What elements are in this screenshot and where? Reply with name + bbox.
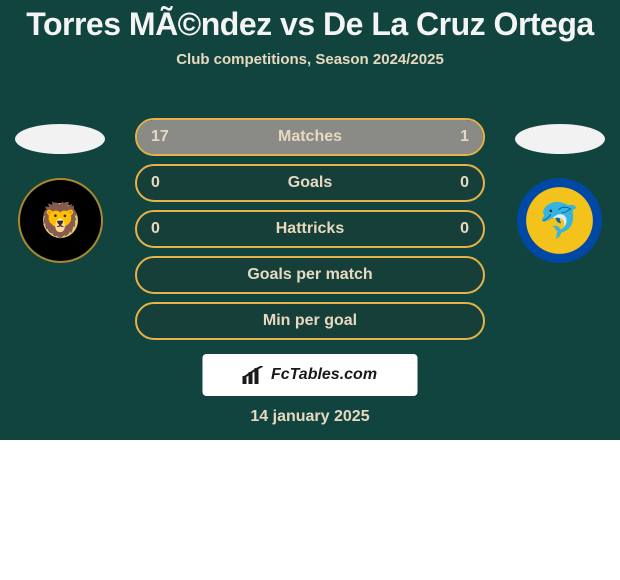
stat-right-value: 1 — [460, 128, 469, 146]
brand-logo: FcTables.com — [203, 354, 418, 396]
left-player-photo — [15, 124, 105, 154]
stat-right-value: 0 — [460, 174, 469, 192]
comparison-card: Torres MÃ©ndez vs De La Cruz Ortega Club… — [0, 0, 620, 440]
stat-label: Matches — [278, 128, 342, 146]
brand-text: FcTables.com — [271, 366, 377, 384]
stat-left-value: 0 — [151, 220, 160, 238]
stat-row: 17 1 Matches — [135, 118, 485, 156]
date-label: 14 january 2025 — [0, 408, 620, 426]
stat-right-value: 0 — [460, 220, 469, 238]
stat-row: Min per goal — [135, 302, 485, 340]
stat-label: Min per goal — [263, 312, 357, 330]
stat-label: Goals per match — [247, 266, 372, 284]
stat-row: Goals per match — [135, 256, 485, 294]
right-player-photo — [515, 124, 605, 154]
stat-label: Goals — [288, 174, 332, 192]
page-title: Torres MÃ©ndez vs De La Cruz Ortega — [0, 0, 620, 43]
stat-label: Hattricks — [276, 220, 344, 238]
stat-row: 0 0 Hattricks — [135, 210, 485, 248]
subtitle: Club competitions, Season 2024/2025 — [0, 51, 620, 68]
stat-left-value: 17 — [151, 128, 169, 146]
stat-row: 0 0 Goals — [135, 164, 485, 202]
stats-container: 17 1 Matches 0 0 Goals 0 0 Hattricks Goals per ma… — [135, 118, 485, 340]
left-club-badge — [18, 178, 103, 263]
stat-left-value: 0 — [151, 174, 160, 192]
right-club-badge — [517, 178, 602, 263]
brand-bars-icon — [243, 366, 265, 384]
